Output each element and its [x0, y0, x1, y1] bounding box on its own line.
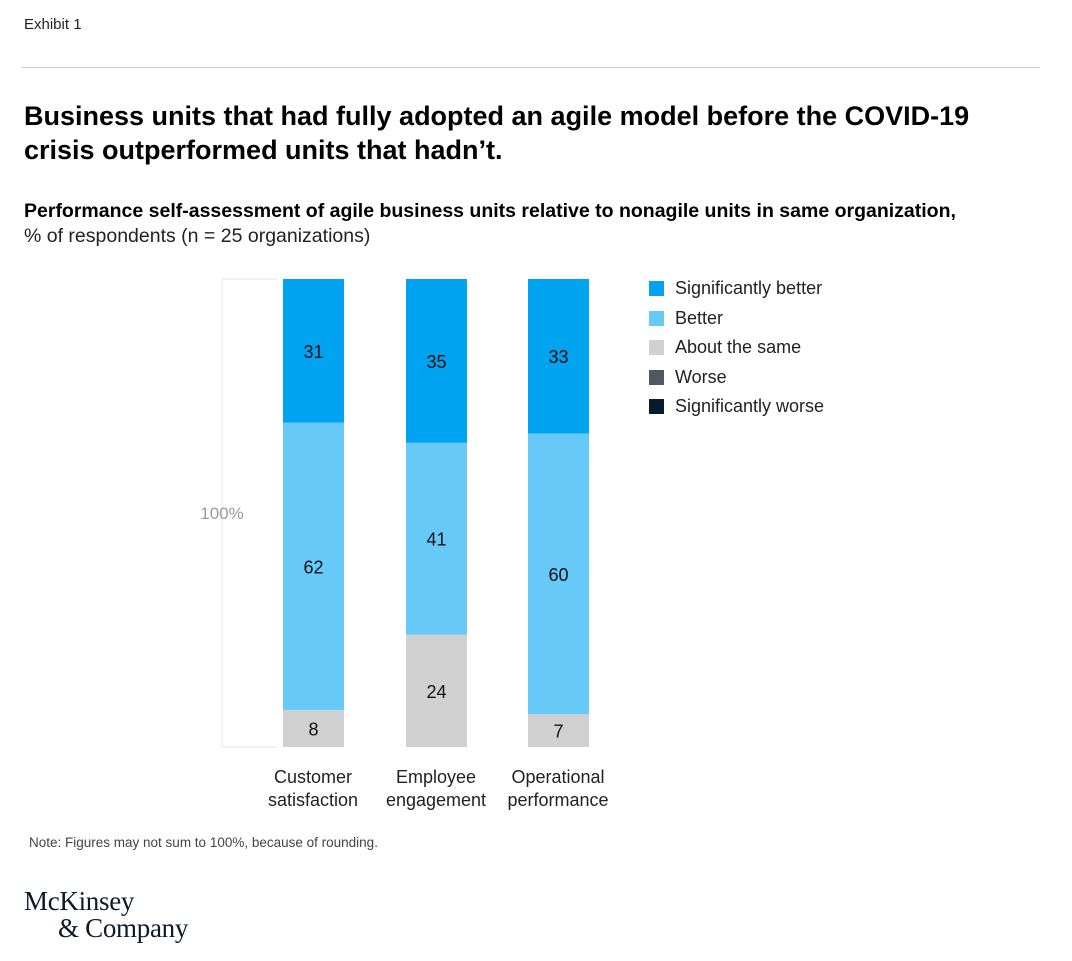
- logo-line-1: McKinsey: [24, 886, 135, 916]
- data-label-about-the-same-3: 7: [553, 722, 563, 742]
- logo-line-2: & Company: [58, 913, 189, 943]
- data-label-better-2: 41: [426, 530, 446, 550]
- data-label-significantly-better-1: 31: [303, 342, 323, 362]
- legend-swatch: [649, 369, 664, 385]
- category-label-3-line-2: performance: [507, 790, 608, 810]
- legend-item-about-the-same: About the same: [649, 333, 824, 363]
- bar-segment-significantly-better-3: [528, 279, 589, 434]
- category-label-3-line-1: Operational: [511, 767, 604, 787]
- data-label-better-1: 62: [303, 557, 323, 577]
- data-label-about-the-same-1: 8: [308, 719, 318, 739]
- legend-label: Significantly better: [675, 278, 823, 299]
- bar-segment-about-the-same-1: [283, 709, 344, 747]
- legend-item-significantly-worse: Significantly worse: [649, 392, 824, 422]
- legend-label: About the same: [675, 337, 802, 358]
- chart-headline: Business units that had fully adopted an…: [24, 101, 970, 165]
- legend-swatch: [649, 399, 664, 415]
- data-label-about-the-same-2: 24: [426, 682, 446, 702]
- category-label-1-line-2: satisfaction: [268, 790, 358, 810]
- category-label-1-line-1: Customer: [274, 767, 352, 787]
- legend-item-better: Better: [649, 304, 824, 334]
- chart-subtitle-unit: % of respondents (n = 25 organizations): [24, 225, 371, 247]
- bar-segment-significantly-better-1: [283, 279, 344, 423]
- chart-subtitle: Performance self-assessment of agile bus…: [24, 199, 1054, 249]
- legend-item-worse: Worse: [649, 363, 824, 393]
- category-label-2-line-2: engagement: [386, 790, 486, 810]
- chart-subtitle-main: Performance self-assessment of agile bus…: [24, 200, 956, 222]
- mckinsey-logo: McKinsey & Company: [24, 888, 188, 942]
- legend-swatch: [649, 281, 664, 297]
- legend-label: Better: [675, 307, 724, 328]
- legend-swatch: [649, 340, 664, 356]
- bar-segment-significantly-better-2: [406, 279, 467, 443]
- data-label-better-3: 60: [548, 565, 568, 585]
- legend-label: Significantly worse: [675, 396, 825, 417]
- legend-item-significantly-better: Significantly better: [649, 274, 824, 304]
- bar-segment-better-1: [283, 422, 344, 710]
- category-label-2-line-1: Employee: [396, 767, 476, 787]
- header-divider: [22, 67, 1040, 68]
- data-label-significantly-better-2: 35: [426, 352, 446, 372]
- bar-segment-better-3: [528, 433, 589, 715]
- legend-label: Worse: [675, 366, 727, 387]
- bar-segment-about-the-same-2: [406, 634, 467, 747]
- exhibit-label: Exhibit 1: [24, 16, 82, 33]
- bar-segment-better-2: [406, 442, 467, 635]
- chart-note: Note: Figures may not sum to 100%, becau…: [29, 835, 378, 850]
- scale-bracket-mask: [277, 278, 280, 748]
- data-label-significantly-better-3: 33: [548, 347, 568, 367]
- chart-legend: Significantly better Better About the same…: [649, 274, 824, 422]
- legend-swatch: [649, 310, 664, 326]
- bar-segment-about-the-same-3: [528, 714, 589, 747]
- scale-label-100: 100%: [200, 504, 243, 523]
